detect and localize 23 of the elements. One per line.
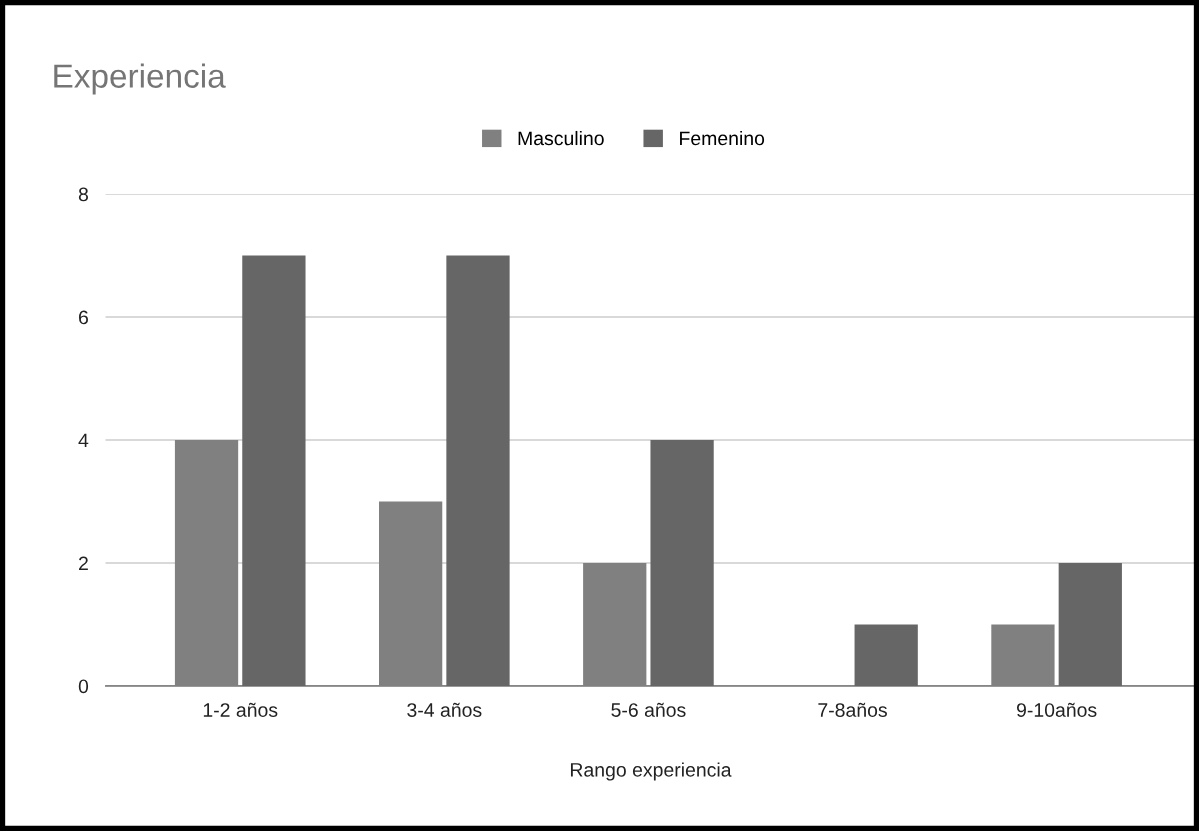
legend-label: Masculino <box>518 130 604 146</box>
y-tick-label: 0 <box>78 679 89 694</box>
bar <box>1058 563 1122 686</box>
x-tick-label: 1-2 años <box>203 702 278 717</box>
bar <box>583 563 647 686</box>
x-tick-label: 5-6 años <box>611 702 686 717</box>
y-tick-label: 4 <box>78 433 89 448</box>
legend-label: Femenino <box>680 130 765 146</box>
x-tick-label: 3-4 años <box>407 702 482 717</box>
x-tick-label: 9-10años <box>1016 702 1097 717</box>
bar <box>991 624 1055 686</box>
y-tick-label: 8 <box>78 187 88 202</box>
bar <box>650 440 714 686</box>
bar <box>379 501 443 686</box>
x-axis-title: Rango experiencia <box>570 762 732 781</box>
y-tick-label: 2 <box>79 556 88 571</box>
bar <box>446 255 510 686</box>
x-tick-label: 7-8años <box>818 702 887 717</box>
bar <box>242 255 306 686</box>
y-tick-label: 6 <box>79 310 88 325</box>
bar <box>174 440 239 686</box>
chart-title: Experiencia <box>54 63 226 95</box>
bar <box>854 624 918 686</box>
